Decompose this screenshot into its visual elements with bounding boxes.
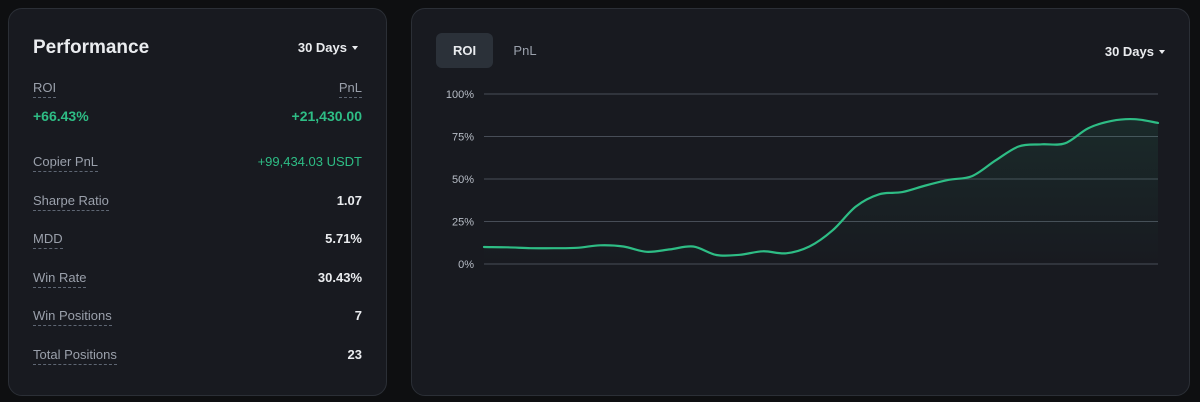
roi-data-point[interactable] [737, 252, 743, 258]
chart-card: 100% 75% 50% 25% 0% ROI PnL 30 Days [411, 8, 1190, 396]
roi-data-point[interactable] [574, 245, 580, 251]
roi-data-point[interactable] [1155, 120, 1161, 126]
total-positions-value: 23 [347, 347, 362, 362]
roi-series-line[interactable] [482, 117, 1160, 257]
roi-data-point[interactable] [504, 244, 510, 250]
copier-pnl-value: +99,434.03 USDT [257, 154, 362, 169]
win-positions-value: 7 [354, 308, 362, 323]
roi-data-point[interactable] [1062, 140, 1068, 146]
roi-data-point[interactable] [667, 246, 673, 252]
mdd-value: 5.71% [325, 231, 362, 246]
roi-data-point[interactable] [1039, 141, 1045, 147]
y-tick-label: 75% [452, 132, 474, 144]
roi-data-point[interactable] [876, 191, 882, 197]
performance-period-dropdown[interactable]: 30 Days [298, 40, 358, 55]
roi-data-point[interactable] [969, 173, 975, 179]
roi-data-point[interactable] [527, 245, 533, 251]
roi-data-point[interactable] [992, 158, 998, 164]
roi-value: +66.43% [33, 108, 89, 124]
y-tick-label: 0% [458, 259, 474, 271]
roi-data-point[interactable] [946, 177, 952, 183]
win-rate-value: 30.43% [317, 270, 362, 285]
sharpe-ratio-label[interactable]: Sharpe Ratio [33, 193, 109, 211]
performance-period-label: 30 Days [297, 40, 347, 55]
copier-pnl-label[interactable]: Copier PnL [33, 154, 99, 172]
performance-title: Performance [33, 37, 150, 58]
roi-label[interactable]: ROI [33, 80, 57, 98]
tab-roi[interactable]: ROI [436, 33, 493, 68]
roi-data-point[interactable] [481, 244, 487, 250]
caret-down-icon [1159, 49, 1165, 54]
y-tick-label: 50% [452, 174, 474, 186]
roi-data-point[interactable] [899, 189, 905, 195]
pnl-value: +21,430.00 [291, 108, 362, 124]
y-tick-label: 25% [452, 217, 474, 229]
roi-data-point[interactable] [783, 250, 789, 256]
roi-data-point[interactable] [620, 243, 626, 249]
roi-data-point[interactable] [644, 249, 650, 255]
chart-period-dropdown[interactable]: 30 Days [1105, 44, 1165, 59]
roi-data-point[interactable] [713, 252, 719, 258]
sharpe-ratio-value: 1.07 [336, 193, 362, 208]
roi-data-point[interactable] [923, 182, 929, 188]
pnl-label[interactable]: PnL [338, 80, 362, 98]
roi-data-point[interactable] [1016, 144, 1022, 150]
roi-data-point[interactable] [830, 227, 836, 233]
win-rate-label[interactable]: Win Rate [33, 270, 87, 288]
win-positions-label[interactable]: Win Positions [33, 308, 112, 326]
total-positions-label[interactable]: Total Positions [33, 347, 117, 365]
roi-data-point[interactable] [1085, 125, 1091, 131]
roi-data-point[interactable] [806, 243, 812, 249]
roi-data-point[interactable] [551, 245, 557, 251]
tab-pnl[interactable]: PnL [513, 43, 537, 58]
chart-period-label: 30 Days [1104, 44, 1154, 59]
roi-data-point[interactable] [597, 242, 603, 248]
roi-data-point[interactable] [853, 204, 859, 210]
roi-data-point[interactable] [1109, 118, 1115, 124]
y-tick-label: 100% [446, 89, 474, 101]
performance-card: Performance 30 Days ROI PnL +66.43% +21,… [8, 8, 387, 396]
roi-data-point[interactable] [690, 243, 696, 249]
caret-down-icon [352, 45, 358, 50]
roi-data-point[interactable] [760, 248, 766, 254]
roi-data-point[interactable] [1132, 116, 1138, 122]
roi-area-fill [484, 119, 1158, 264]
roi-chart: 100% 75% 50% 25% 0% [446, 89, 1161, 271]
mdd-label[interactable]: MDD [33, 231, 63, 249]
